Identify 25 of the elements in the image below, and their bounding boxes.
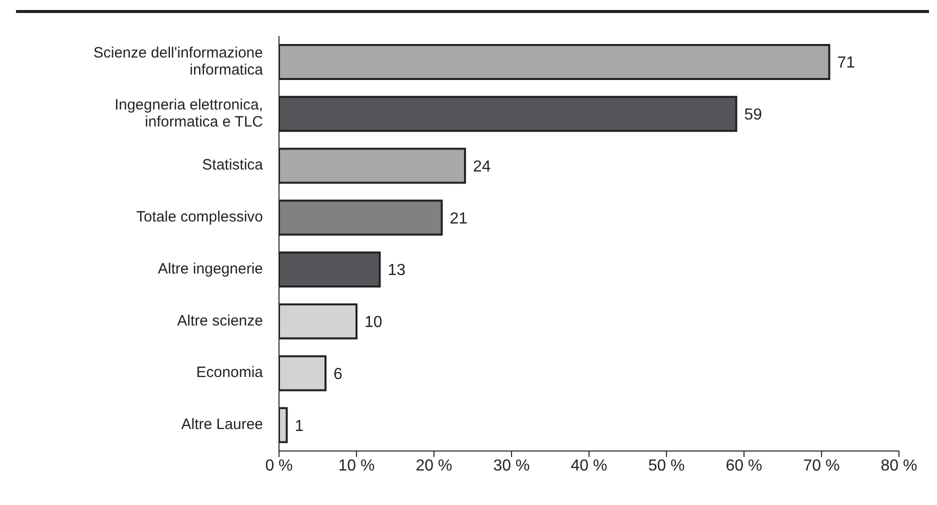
x-tick-label: 60 % (726, 457, 762, 474)
data-label: 71 (837, 54, 856, 72)
data-label: 10 (364, 314, 382, 332)
x-tick-label: 40 % (570, 457, 608, 474)
x-tick-label: 0 % (265, 457, 293, 474)
y-tick-label: Totale complessivo (136, 208, 263, 226)
x-tick-label: 70 % (803, 457, 840, 474)
y-tick-label: Statistica (202, 156, 264, 174)
data-label: 1 (294, 418, 304, 435)
y-tick-label: Altre ingegnerie (158, 260, 263, 278)
y-tick-label: Altre Lauree (181, 416, 263, 434)
data-label: 21 (450, 210, 468, 228)
data-label: 24 (473, 158, 491, 176)
data-label: 13 (388, 262, 406, 280)
y-tick-label: Altre scienze (177, 312, 263, 330)
x-tick-label: 30 % (493, 457, 530, 474)
data-label: 59 (744, 106, 762, 124)
y-tick-label: Ingegneria elettronica, informatica e TLC (114, 96, 264, 130)
x-tick-label: 50 % (648, 457, 685, 474)
x-tick-label: 20 % (416, 457, 452, 474)
x-tick-label: 10 % (338, 457, 375, 474)
y-tick-label: Scienze dell'informazione informatica (93, 44, 264, 78)
x-tick-label: 80 % (880, 457, 918, 474)
data-label: 6 (334, 366, 342, 383)
y-tick-label: Economia (196, 364, 264, 382)
